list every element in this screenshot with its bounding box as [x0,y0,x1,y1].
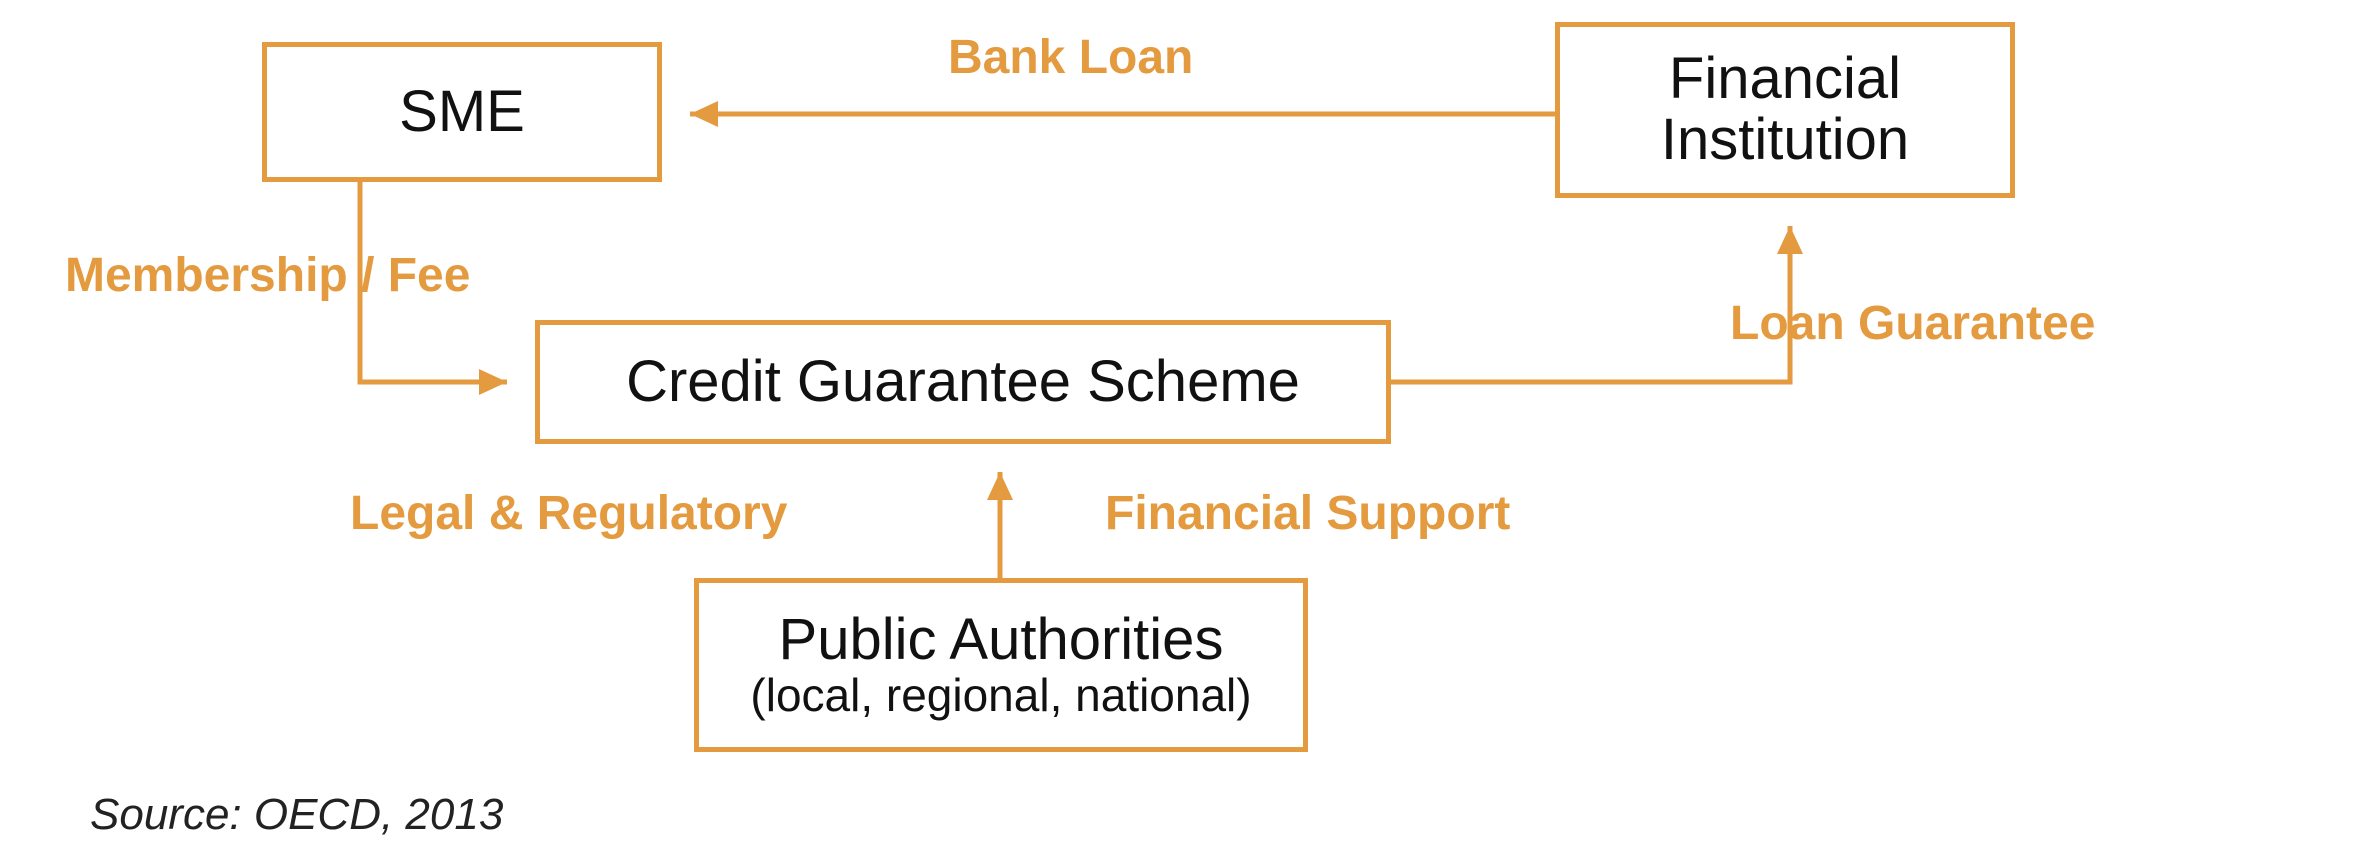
edge-label-legal-regulatory: Legal & Regulatory [350,486,787,541]
node-public-authorities-label: Public Authorities [779,610,1224,671]
node-cgs-label: Credit Guarantee Scheme [626,352,1300,413]
edge-label-bank-loan: Bank Loan [948,30,1193,85]
node-financial-institution: FinancialInstitution [1555,22,2015,198]
node-financial-institution-label: FinancialInstitution [1661,49,1909,171]
edge-label-membership-fee: Membership / Fee [65,248,470,303]
node-sme: SME [262,42,662,182]
node-public-authorities: Public Authorities (local, regional, nat… [694,578,1308,752]
edge-label-loan-guarantee: Loan Guarantee [1730,296,2095,351]
node-sme-label: SME [399,82,525,143]
source-note: Source: OECD, 2013 [90,790,503,840]
node-credit-guarantee-scheme: Credit Guarantee Scheme [535,320,1391,444]
diagram-stage: SME FinancialInstitution Credit Guarante… [0,0,2364,859]
node-public-authorities-sublabel: (local, regional, national) [750,671,1251,719]
edge-label-financial-support: Financial Support [1105,486,1510,541]
